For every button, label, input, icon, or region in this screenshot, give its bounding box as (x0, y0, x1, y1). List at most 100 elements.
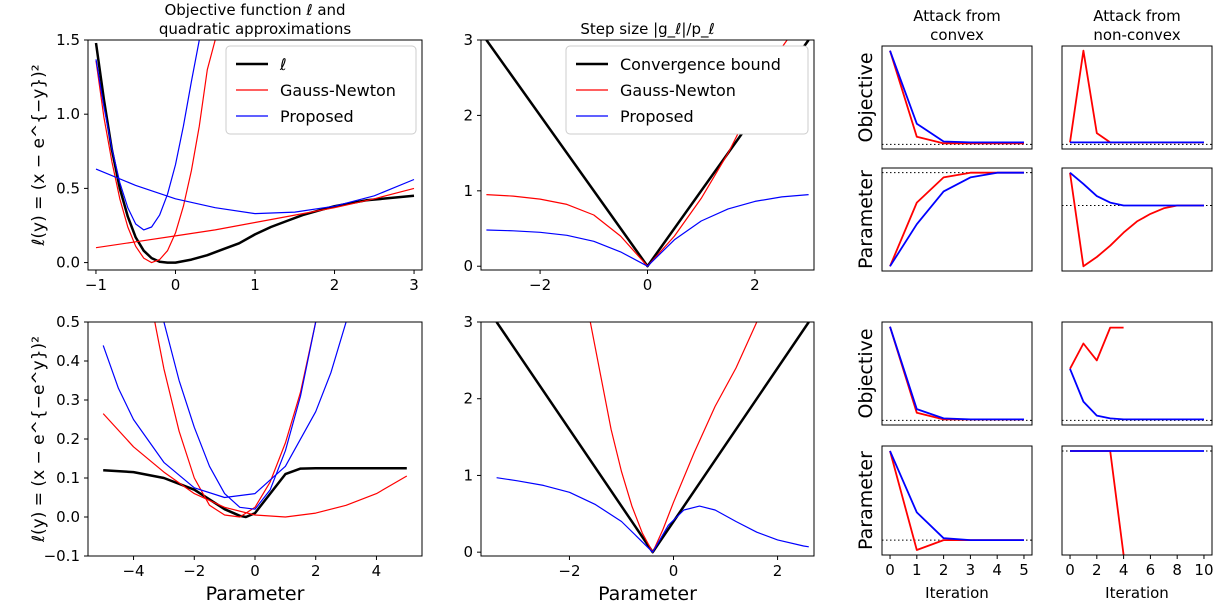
series-line-4 (95, 168, 415, 215)
x-tick-label: 1 (912, 561, 922, 579)
series-line-0 (495, 322, 810, 554)
legend-label: Proposed (620, 107, 694, 126)
x-tick-label: 3 (966, 561, 976, 579)
x-tick-label: 2 (311, 562, 321, 580)
y-axis-label: Objective (855, 52, 877, 142)
axes-frame (881, 321, 1033, 426)
y-tick-label: 1.0 (56, 105, 80, 123)
legend-label: Gauss-Newton (620, 81, 736, 100)
series-line-2 (154, 322, 317, 518)
series-line-0 (1070, 450, 1125, 555)
panel-title: Attack from convex (913, 7, 1001, 44)
x-tick-label: 0 (643, 276, 653, 294)
series-line-0 (889, 50, 1024, 145)
axes-frame (480, 321, 815, 557)
axes-frame (87, 321, 423, 557)
panel-m3: Parameter (855, 167, 1033, 272)
x-tick-label: 0 (171, 276, 181, 294)
y-tick-label: 2 (463, 390, 473, 408)
y-tick-label: 0.0 (56, 254, 80, 272)
x-axis-label: Iteration (925, 584, 989, 602)
axes-frame (1061, 445, 1213, 556)
y-tick-label: 0.3 (56, 391, 80, 409)
series-line-0 (94, 42, 415, 264)
y-tick-label: 0.0 (56, 508, 80, 526)
legend-box (225, 45, 417, 135)
y-tick-label: 3 (463, 31, 473, 49)
panel-m4 (1061, 167, 1213, 272)
panel-m1: Attack from convex Objective (855, 7, 1033, 150)
x-axis-label: Parameter (206, 583, 305, 605)
x-tick-label: 2 (773, 562, 783, 580)
series-line-1 (889, 450, 1024, 541)
x-axis-label: Iteration (1105, 584, 1169, 602)
title-line: Attack from (913, 7, 1001, 25)
series-line-0 (1069, 326, 1124, 370)
panel-title: Step size |g_ℓ|/p_ℓ (580, 20, 714, 39)
y-tick-label: 0.1 (56, 469, 80, 487)
series-line-3 (102, 322, 347, 499)
axes-frame (881, 45, 1033, 150)
series-line-1 (889, 171, 1024, 267)
x-tick-label: 3 (409, 276, 419, 294)
panel-m5: Objective (855, 321, 1033, 426)
legend-label: Convergence bound (620, 55, 781, 74)
x-tick-label: 2 (939, 561, 949, 579)
y-tick-label: 0.5 (56, 313, 80, 331)
series-line-1 (95, 40, 216, 264)
legend-box (565, 45, 809, 135)
axes-frame (1061, 167, 1213, 272)
title-line: quadratic approximations (159, 20, 352, 38)
y-tick-label: 3 (463, 313, 473, 331)
x-tick-label: 2 (330, 276, 340, 294)
series-line-0 (889, 450, 1024, 551)
axes-frame (1061, 45, 1213, 150)
x-tick-label: −2 (183, 562, 205, 580)
series-line-0 (103, 467, 407, 519)
y-tick-label: 0 (463, 543, 473, 561)
x-tick-label: 0 (669, 562, 679, 580)
x-tick-label: −2 (558, 562, 580, 580)
series-line-3 (95, 40, 200, 231)
axes-frame (881, 167, 1033, 272)
legend-label: Gauss-Newton (280, 81, 396, 100)
x-tick-label: 10 (1194, 561, 1213, 579)
axes-frame (1061, 321, 1213, 426)
x-tick-label: 4 (1119, 561, 1129, 579)
panel-p1: −1 0 1 2 3 0.0 0.5 1.0 1.5 Objective function ℓ a… (29, 1, 423, 294)
y-tick-label: 1.5 (56, 31, 80, 49)
series-line-1 (1069, 172, 1204, 207)
legend-label: Proposed (280, 107, 354, 126)
series-line-2 (496, 477, 809, 553)
x-tick-label: −2 (529, 276, 551, 294)
x-tick-label: 4 (992, 561, 1002, 579)
panel-m2: Attack from non-convex (1061, 7, 1213, 150)
y-axis-label: ℓ(y) = (x − e^{−y})² (29, 64, 49, 246)
panel-title: Attack from non-convex (1093, 7, 1181, 44)
series-line-0 (1069, 172, 1204, 268)
series-line-4 (163, 322, 317, 510)
title-line: Attack from (1093, 7, 1181, 25)
legend-label: ℓ (279, 55, 287, 74)
y-tick-label: 0.5 (56, 179, 80, 197)
series-line-0 (1069, 49, 1204, 144)
x-tick-label: 0 (1065, 561, 1075, 579)
y-axis-label: ℓ(y) = (x − e^{−e^y})² (29, 336, 49, 543)
y-axis-label: Parameter (855, 451, 877, 550)
x-tick-label: 1 (250, 276, 260, 294)
title-line: Step size |g_ℓ|/p_ℓ (580, 20, 714, 39)
x-tick-label: 2 (750, 276, 760, 294)
series-line-1 (1069, 368, 1204, 421)
y-tick-label: 1 (463, 466, 473, 484)
panel-title: Objective function ℓ and quadratic approx… (159, 1, 352, 38)
panel-m7: 0 1 2 3 4 5 Iteration Parameter (855, 445, 1033, 602)
axes-frame (881, 445, 1033, 556)
panel-p2: −2 0 2 0 1 2 3 Step size |g_ℓ|/p_ℓ Convergence b… (463, 20, 815, 294)
y-tick-label: −0.1 (44, 547, 80, 565)
series-line-0 (889, 171, 1024, 267)
y-tick-label: 0.4 (56, 352, 80, 370)
title-line: non-convex (1093, 26, 1180, 44)
title-line: convex (930, 26, 984, 44)
title-line: Objective function ℓ and (164, 1, 345, 19)
